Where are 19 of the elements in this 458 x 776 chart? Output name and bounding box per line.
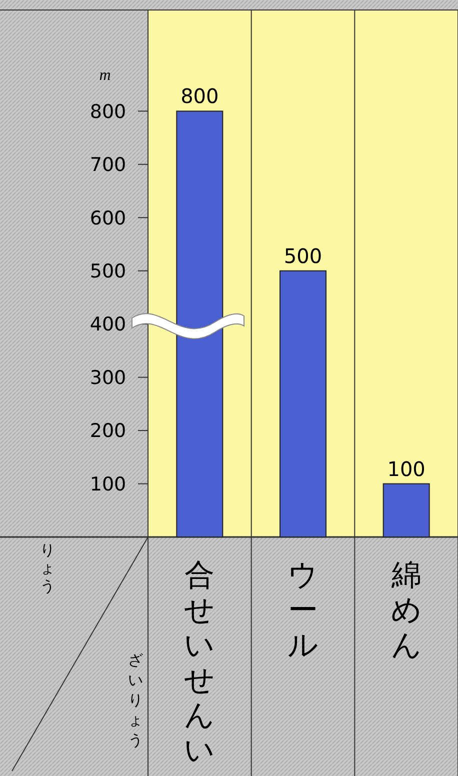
y-axis-title: m — [99, 67, 111, 84]
x-tick-label: 合せいせんい — [184, 558, 216, 768]
x-tick-label: ウール — [288, 558, 318, 663]
y-tick-label: 300 — [90, 366, 126, 389]
text: りょう — [40, 541, 55, 595]
y-tick-label: 600 — [90, 207, 126, 230]
y-tick-label: 800 — [90, 100, 126, 123]
y-tick-label: 500 — [90, 260, 126, 282]
data-label: 100 — [387, 456, 426, 481]
x-tick-label: 綿めん — [390, 558, 422, 663]
x-axis-title: ざいりょう — [128, 651, 143, 749]
data-label: 500 — [284, 244, 322, 268]
y-tick-label: 200 — [90, 420, 126, 442]
data-label: 800 — [180, 84, 219, 108]
y-tick-label: 100 — [90, 473, 126, 496]
y-tick-label: 400 — [90, 314, 126, 336]
y-tick-label: 700 — [90, 154, 126, 176]
bar — [382, 483, 430, 538]
bar — [280, 270, 326, 538]
